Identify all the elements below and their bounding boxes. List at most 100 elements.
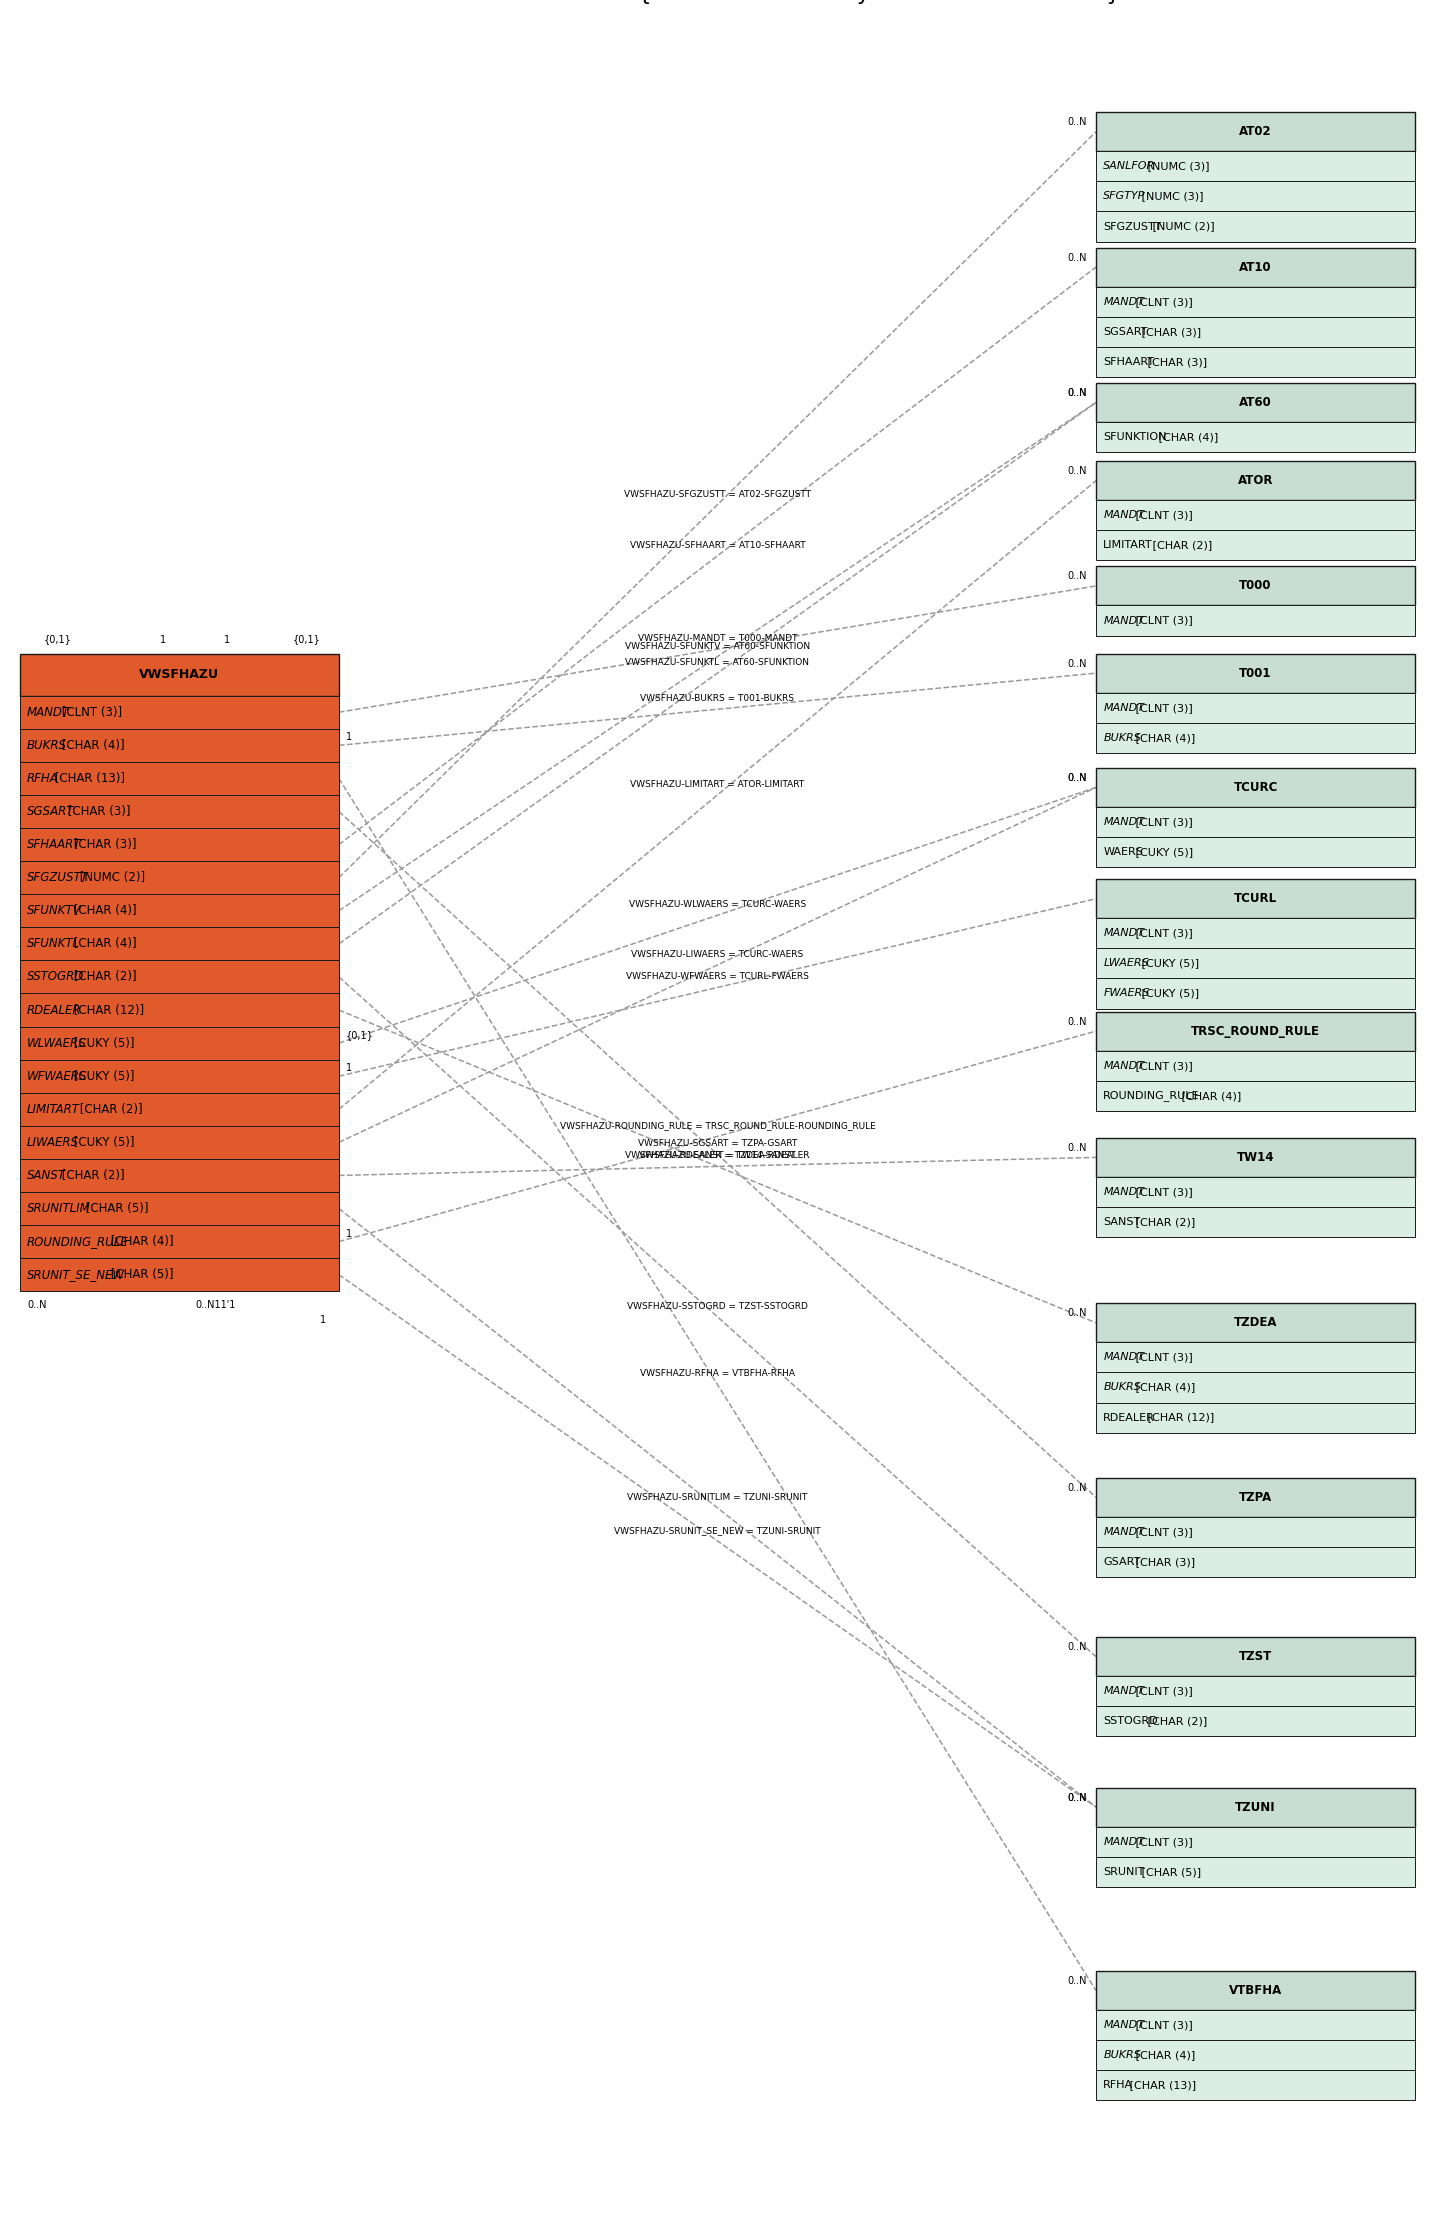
Bar [20,1092,339,1125]
Text: 0..N: 0..N [1067,118,1087,126]
Text: MANDT: MANDT [1103,510,1144,519]
Text: [CLNT (3)]: [CLNT (3)] [1132,297,1193,306]
Text: MANDT: MANDT [1103,1837,1144,1846]
Bar [1096,422,1415,453]
Bar [1096,1207,1415,1238]
Bar [1096,723,1415,752]
Text: 0..N11'1: 0..N11'1 [195,1300,235,1309]
Text: 1: 1 [321,1316,326,1325]
Text: [CHAR (5)]: [CHAR (5)] [82,1203,149,1216]
Text: MANDT: MANDT [1103,817,1144,828]
Text: AT02: AT02 [1239,124,1272,138]
Text: SGSART: SGSART [1103,326,1148,337]
Text: [CLNT (3)]: [CLNT (3)] [58,706,121,719]
Bar [1096,768,1415,808]
Text: [CHAR (4)]: [CHAR (4)] [69,905,136,916]
Text: [CUKY (5)]: [CUKY (5)] [1132,848,1193,857]
Text: [CHAR (2)]: [CHAR (2)] [1149,541,1213,550]
Text: GSART: GSART [1103,1558,1141,1567]
Text: [CHAR (3)]: [CHAR (3)] [69,839,136,852]
Text: 0..N: 0..N [1067,466,1087,477]
Text: 1: 1 [347,732,352,743]
Text: 1: 1 [347,1063,352,1074]
Text: [CHAR (4)]: [CHAR (4)] [1132,2050,1196,2059]
Bar [1096,151,1415,182]
Bar [1096,182,1415,211]
Text: SSTOGRD: SSTOGRD [27,970,84,983]
Bar [20,1158,339,1192]
Text: RFHA: RFHA [1103,2079,1134,2090]
Text: [CLNT (3)]: [CLNT (3)] [1132,510,1193,519]
Text: 1: 1 [347,1229,352,1238]
Text: BUKRS: BUKRS [1103,2050,1141,2059]
Text: SFUNKTL: SFUNKTL [27,936,79,950]
Bar [1096,1081,1415,1112]
Text: TRSC_ROUND_RULE: TRSC_ROUND_RULE [1191,1025,1320,1038]
Bar [20,697,339,728]
Text: [CHAR (4)]: [CHAR (4)] [58,739,124,752]
Text: [NUMC (2)]: [NUMC (2)] [1149,222,1214,231]
Text: TCURL: TCURL [1235,892,1276,905]
Text: [CLNT (3)]: [CLNT (3)] [1132,1351,1193,1362]
Bar [20,1258,339,1291]
Text: [CHAR (2)]: [CHAR (2)] [69,970,136,983]
Bar [20,728,339,761]
Text: 0..N: 0..N [1067,1309,1087,1318]
Text: MANDT: MANDT [1103,1351,1144,1362]
Text: SGSART: SGSART [27,805,74,819]
Text: 0..N: 0..N [1067,659,1087,668]
Text: ROUNDING_RULE: ROUNDING_RULE [1103,1090,1200,1101]
Text: SANLFOR: SANLFOR [1103,162,1155,171]
Bar [20,1225,339,1258]
Text: SFGTYP: SFGTYP [1103,191,1145,202]
Bar [1096,1789,1415,1826]
Text: VWSFHAZU-SFUNKTL = AT60-SFUNKTION: VWSFHAZU-SFUNKTL = AT60-SFUNKTION [625,659,810,668]
Text: RDEALER: RDEALER [27,1003,81,1016]
Bar [20,1192,339,1225]
Bar [1096,1176,1415,1207]
Text: [CHAR (3)]: [CHAR (3)] [1138,326,1201,337]
Text: VWSFHAZU-SSTOGRD = TZST-SSTOGRD: VWSFHAZU-SSTOGRD = TZST-SSTOGRD [627,1303,807,1311]
Text: RDEALER: RDEALER [1103,1414,1155,1422]
Text: VTBFHA: VTBFHA [1229,1984,1282,1997]
Text: LIMITART: LIMITART [1103,541,1152,550]
Text: [CHAR (12)]: [CHAR (12)] [1144,1414,1214,1422]
Bar [1096,1402,1415,1433]
Bar [1096,1826,1415,1857]
Bar [20,1027,339,1061]
Text: SFUNKTV: SFUNKTV [27,905,81,916]
Text: [CHAR (3)]: [CHAR (3)] [64,805,130,819]
Text: MANDT: MANDT [1103,615,1144,626]
Text: [CUKY (5)]: [CUKY (5)] [69,1136,134,1149]
Text: VWSFHAZU-MANDT = T000-MANDT: VWSFHAZU-MANDT = T000-MANDT [638,635,797,644]
Text: VWSFHAZU-SFUNKTV = AT60-SFUNKTION: VWSFHAZU-SFUNKTV = AT60-SFUNKTION [625,641,810,650]
Text: TW14: TW14 [1238,1152,1275,1165]
Text: VWSFHAZU-SGSART = TZPA-GSART: VWSFHAZU-SGSART = TZPA-GSART [638,1138,797,1149]
Bar [1096,317,1415,346]
Text: [CHAR (4)]: [CHAR (4)] [69,936,136,950]
Text: SFUNKTION: SFUNKTION [1103,433,1167,442]
Text: [CHAR (4)]: [CHAR (4)] [1178,1092,1242,1101]
Text: TCURC: TCURC [1233,781,1278,794]
Bar [1096,1675,1415,1706]
Text: [CHAR (2)]: [CHAR (2)] [58,1169,124,1183]
Text: VWSFHAZU-LIWAERS = TCURC-WAERS: VWSFHAZU-LIWAERS = TCURC-WAERS [631,950,803,959]
Bar [1096,1970,1415,2010]
Bar [1096,1012,1415,1050]
Text: {0,1}: {0,1} [43,635,72,644]
Text: 0..N: 0..N [1067,573,1087,581]
Text: 0..N: 0..N [1067,388,1087,397]
Bar [1096,1857,1415,1886]
Text: SRUNIT: SRUNIT [1103,1866,1145,1877]
Bar [20,794,339,828]
Bar [1096,346,1415,377]
Text: 0..N: 0..N [27,1300,46,1309]
Bar [1096,606,1415,635]
Bar [1096,948,1415,979]
Text: LIWAERS: LIWAERS [27,1136,79,1149]
Text: ROUNDING_RULE: ROUNDING_RULE [27,1236,129,1247]
Text: [CHAR (4)]: [CHAR (4)] [1132,732,1196,743]
Text: [CHAR (13)]: [CHAR (13)] [1126,2079,1197,2090]
Text: 0..N: 0..N [1067,1143,1087,1154]
Text: MANDT: MANDT [1103,703,1144,712]
